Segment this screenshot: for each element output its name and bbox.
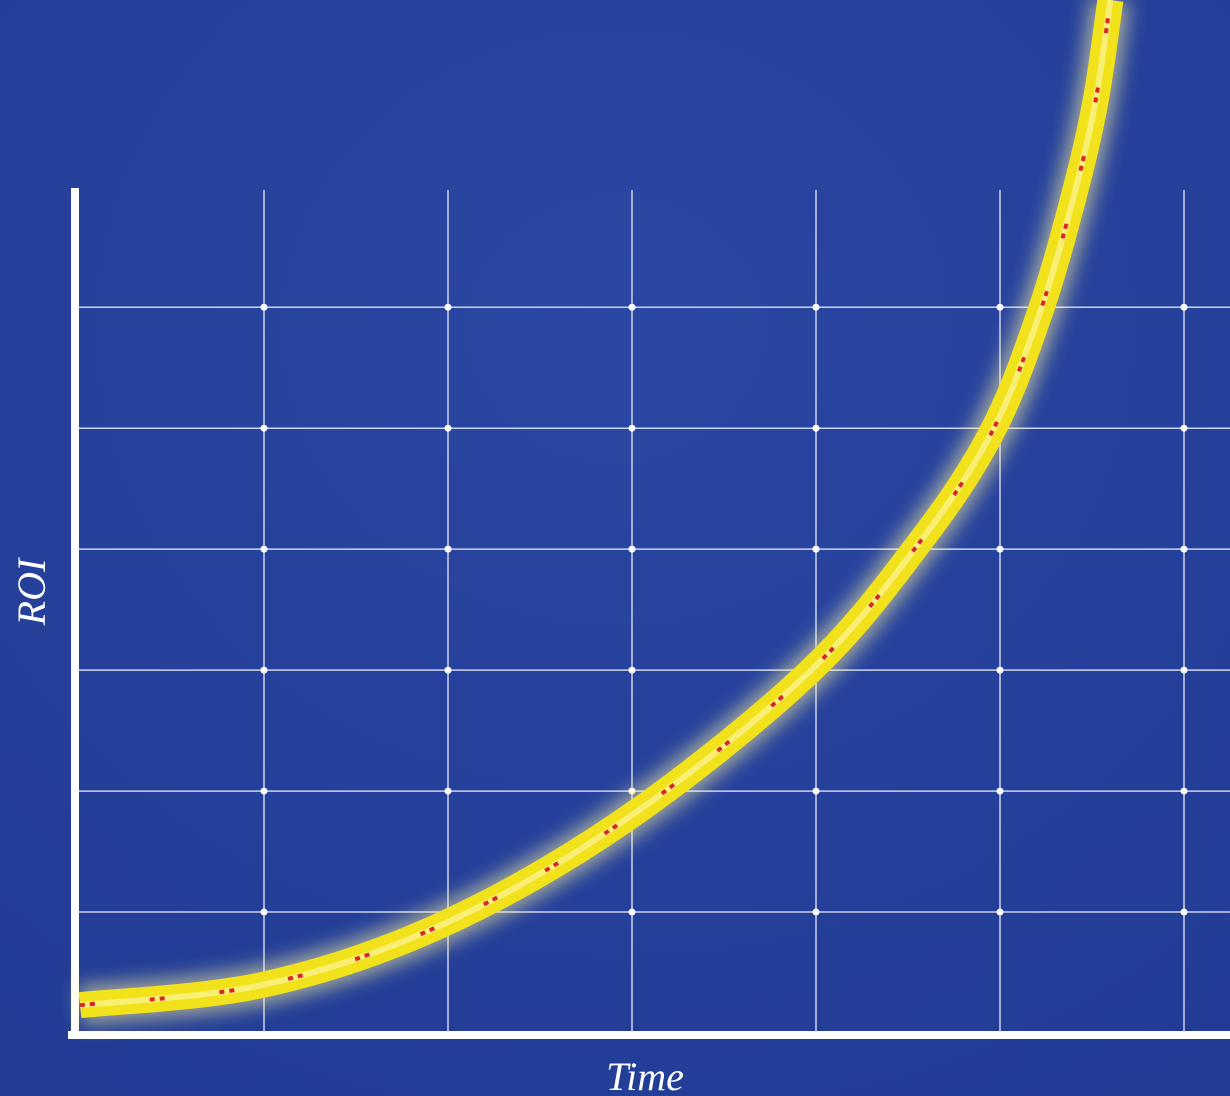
x-axis-label: Time [606, 1054, 684, 1096]
grid-node [996, 545, 1004, 553]
grid-node [996, 666, 1004, 674]
grid-node [260, 545, 268, 553]
grid-node [444, 545, 452, 553]
grid-node [812, 303, 820, 311]
grid-node [260, 908, 268, 916]
line-pattern [79, 0, 1113, 1008]
grid-node [444, 303, 452, 311]
grid-node [444, 424, 452, 432]
grid-node [812, 545, 820, 553]
grid-node [1180, 908, 1188, 916]
grid-node [812, 424, 820, 432]
plot-area [77, 0, 1131, 1026]
grid-node [1180, 424, 1188, 432]
grid-node [996, 908, 1004, 916]
grid-node [444, 787, 452, 795]
grid-node [260, 303, 268, 311]
grid-node [628, 908, 636, 916]
grid-node [1180, 303, 1188, 311]
grid-node [628, 424, 636, 432]
grid-node [260, 666, 268, 674]
grid-node [260, 424, 268, 432]
grid-node [444, 666, 452, 674]
grid-node [996, 787, 1004, 795]
grid-node [812, 908, 820, 916]
grid-node [628, 666, 636, 674]
grid-node [996, 303, 1004, 311]
grid-node [1180, 787, 1188, 795]
grid-node [628, 303, 636, 311]
grid-node [812, 787, 820, 795]
y-axis-label: ROI [9, 557, 54, 626]
grid-node [260, 787, 268, 795]
grid-node [1180, 666, 1188, 674]
grid-node [1180, 545, 1188, 553]
grid-node [628, 545, 636, 553]
